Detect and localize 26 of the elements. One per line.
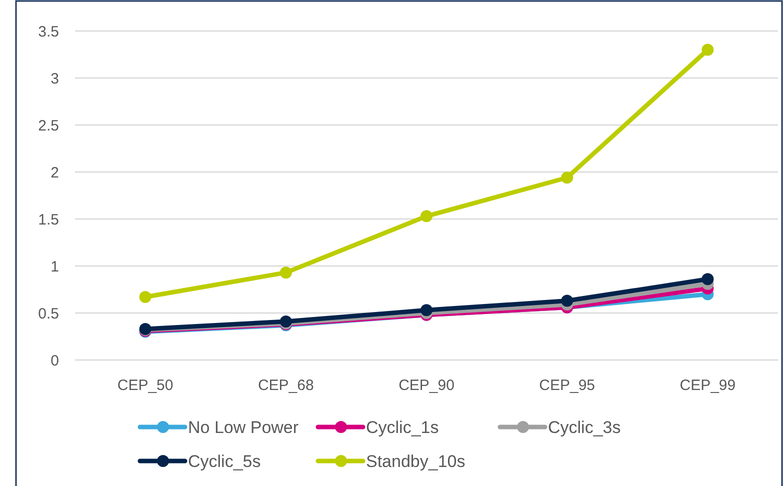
y-tick-label: 1.5 [38,211,59,228]
point [561,294,574,307]
y-tick-label: 0 [50,352,59,370]
y-tick-label: 3.5 [38,23,59,40]
legend-label: Cyclic_1s [366,418,439,437]
point [280,266,292,279]
point [420,304,432,316]
x-tick-label: CEP_95 [539,377,596,394]
y-tick-label: 0.5 [38,305,59,322]
x-tick-label: CEP_68 [258,377,314,394]
y-tick-label: 3 [50,70,59,88]
point [702,273,714,286]
x-tick-label: CEP_50 [117,377,174,394]
point [561,172,574,184]
point [139,291,152,304]
y-tick-label: 2.5 [38,117,59,134]
legend-label: Cyclic_5s [188,452,261,471]
legend-label: Cyclic_3s [548,418,621,437]
x-tick-label: CEP_99 [680,377,736,394]
legend-label: Standby_10s [366,452,466,471]
y-tick-label: 1 [50,258,59,276]
y-tick-label: 2 [50,164,59,182]
point [702,44,714,56]
point [420,210,432,222]
x-tick-label: CEP_90 [398,377,454,394]
legend-label: No Low Power [188,418,299,437]
